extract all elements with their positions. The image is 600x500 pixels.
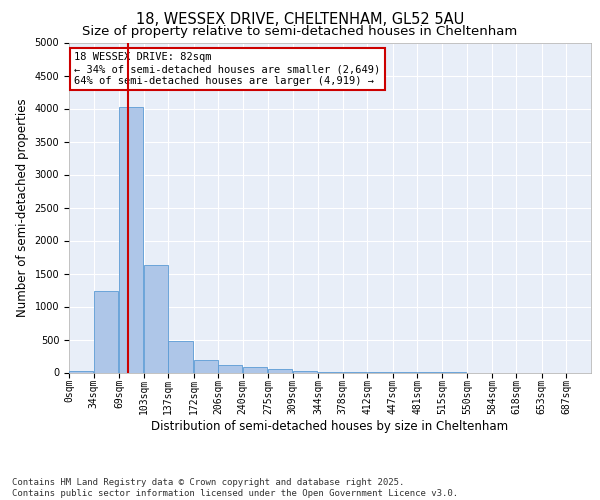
Bar: [144, 265, 168, 372]
Bar: [69, 370, 94, 372]
Bar: [243, 367, 267, 372]
Bar: [293, 370, 317, 372]
Bar: [169, 342, 193, 372]
Text: Size of property relative to semi-detached houses in Cheltenham: Size of property relative to semi-detach…: [82, 25, 518, 38]
Text: Contains HM Land Registry data © Crown copyright and database right 2025.
Contai: Contains HM Land Registry data © Crown c…: [12, 478, 458, 498]
Bar: [119, 107, 143, 372]
Bar: [268, 369, 292, 372]
Bar: [194, 360, 218, 372]
Bar: [94, 290, 118, 372]
Y-axis label: Number of semi-detached properties: Number of semi-detached properties: [16, 98, 29, 317]
Text: 18, WESSEX DRIVE, CHELTENHAM, GL52 5AU: 18, WESSEX DRIVE, CHELTENHAM, GL52 5AU: [136, 12, 464, 28]
X-axis label: Distribution of semi-detached houses by size in Cheltenham: Distribution of semi-detached houses by …: [151, 420, 509, 432]
Bar: [218, 365, 242, 372]
Text: 18 WESSEX DRIVE: 82sqm
← 34% of semi-detached houses are smaller (2,649)
64% of : 18 WESSEX DRIVE: 82sqm ← 34% of semi-det…: [74, 52, 380, 86]
